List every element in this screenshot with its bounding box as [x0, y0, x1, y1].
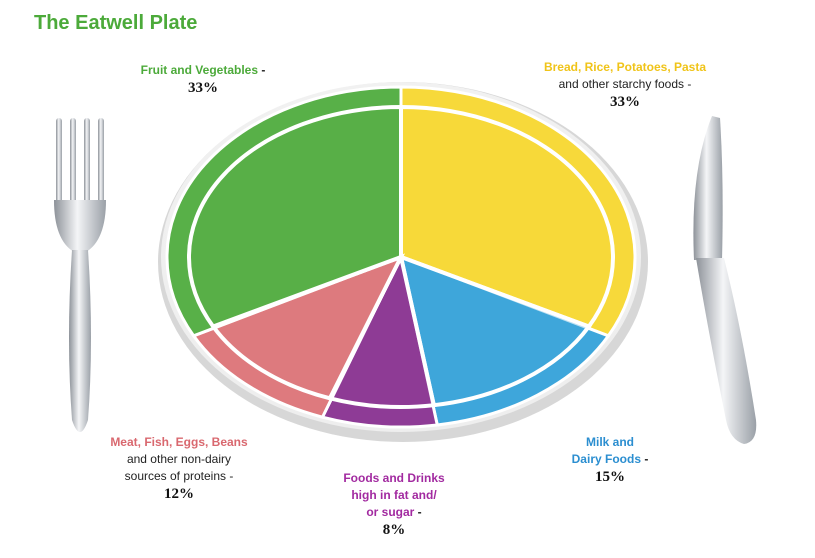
label-fruit-and-vegetables: Fruit and Vegetables - 33%: [108, 62, 298, 97]
pie-slice-meat: [191, 254, 405, 419]
label-milk-line2: Dairy Foods: [571, 452, 641, 466]
label-milk-line1: Milk and: [585, 435, 634, 449]
label-bread-name: Bread, Rice, Potatoes, Pasta: [543, 60, 707, 74]
label-bread-sub: and other starchy foods -: [558, 77, 692, 91]
food-section-bread: [399, 104, 615, 329]
food-section-fruit: [187, 104, 403, 329]
label-meat-fish-eggs-beans: Meat, Fish, Eggs, Beans and other non-da…: [84, 434, 274, 503]
pie-slice-bread: [399, 85, 637, 338]
food-section-meat: [209, 253, 406, 401]
label-milk-and-dairy: Milk and Dairy Foods - 15%: [540, 434, 680, 486]
label-meat-percent: 12%: [164, 486, 194, 502]
food-section-milk: [398, 253, 593, 408]
label-bread-percent: 33%: [610, 94, 640, 110]
pie-slice-fruit: [165, 85, 403, 338]
pie-slice-milk: [398, 254, 611, 427]
label-fat-suffix: -: [414, 505, 422, 519]
page-title: The Eatwell Plate: [34, 12, 198, 34]
label-fat-line1: Foods and Drinks: [343, 471, 445, 485]
label-bread-rice-potatoes: Bread, Rice, Potatoes, Pasta and other s…: [520, 59, 730, 111]
label-meat-sub2: sources of proteins -: [124, 469, 234, 483]
label-fruit-name: Fruit and Vegetables: [140, 63, 259, 77]
label-meat-sub1: and other non-dairy: [126, 452, 232, 466]
label-milk-percent: 15%: [595, 469, 625, 485]
label-fruit-suffix: -: [258, 63, 266, 77]
label-fruit-percent: 33%: [188, 80, 218, 96]
fork-icon: [54, 118, 106, 432]
label-fat-line2: high in fat and/: [351, 488, 437, 502]
label-fat-line3: or sugar: [366, 505, 415, 519]
label-milk-suffix: -: [641, 452, 649, 466]
label-meat-name: Meat, Fish, Eggs, Beans: [110, 435, 248, 449]
label-foods-high-in-fat-sugar: Foods and Drinks high in fat and/ or sug…: [314, 470, 474, 539]
label-fat-percent: 8%: [382, 522, 406, 538]
knife-icon: [693, 116, 757, 444]
